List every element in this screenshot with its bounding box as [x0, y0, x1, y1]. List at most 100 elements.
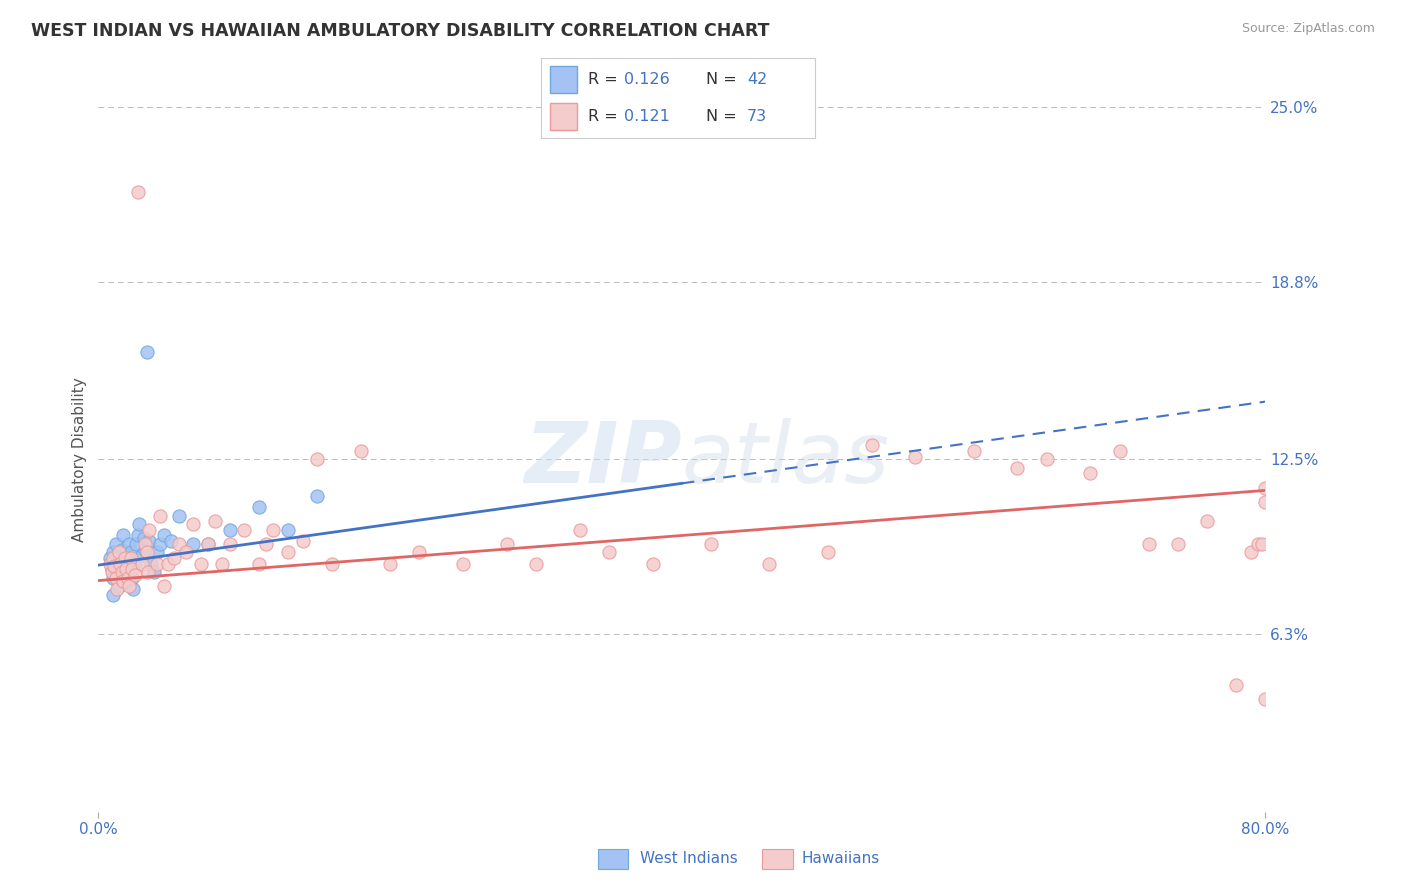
Point: [101, 551, 124, 566]
Point: [167, 508, 190, 523]
Point: [98, 557, 121, 571]
Y-axis label: Ambulatory Disability: Ambulatory Disability: [72, 377, 87, 541]
Text: N =: N =: [706, 72, 742, 87]
Point: [120, 551, 142, 566]
Point: [204, 515, 226, 529]
Point: [134, 542, 156, 557]
Point: [350, 444, 373, 458]
Point: [149, 537, 172, 551]
Point: [117, 571, 139, 585]
Point: [1254, 494, 1277, 508]
FancyBboxPatch shape: [550, 103, 576, 130]
Point: [98, 551, 121, 566]
Point: [117, 562, 139, 576]
Text: ZIP: ZIP: [524, 417, 682, 501]
Point: [190, 557, 212, 571]
Point: [1240, 545, 1263, 559]
Point: [127, 528, 149, 542]
Point: [1195, 515, 1218, 529]
Text: 73: 73: [747, 109, 768, 124]
Point: [110, 557, 132, 571]
Point: [101, 588, 124, 602]
Point: [218, 537, 240, 551]
Point: [233, 523, 256, 537]
Point: [1254, 692, 1277, 706]
Point: [111, 542, 134, 557]
Text: West Indians: West Indians: [640, 851, 738, 865]
Point: [115, 562, 138, 576]
Point: [134, 537, 156, 551]
Text: Source: ZipAtlas.com: Source: ZipAtlas.com: [1241, 22, 1375, 36]
Point: [181, 517, 204, 532]
Point: [262, 523, 284, 537]
Text: 0.126: 0.126: [624, 72, 669, 87]
Point: [817, 545, 839, 559]
Point: [496, 537, 519, 551]
Point: [104, 571, 127, 585]
Point: [108, 545, 131, 559]
Point: [211, 557, 233, 571]
Point: [1080, 467, 1102, 481]
Text: R =: R =: [588, 72, 623, 87]
Point: [117, 551, 139, 566]
Point: [131, 557, 153, 571]
Point: [247, 500, 270, 515]
Point: [181, 537, 204, 551]
Point: [254, 537, 277, 551]
Point: [112, 528, 135, 542]
Point: [124, 557, 146, 571]
Point: [136, 565, 159, 579]
Point: [641, 557, 664, 571]
Point: [1254, 481, 1277, 495]
Point: [380, 557, 402, 571]
Point: [860, 438, 883, 452]
Point: [408, 545, 430, 559]
Point: [110, 557, 132, 571]
Point: [120, 545, 142, 559]
Point: [758, 557, 780, 571]
Point: [247, 557, 270, 571]
Point: [321, 557, 343, 571]
Point: [122, 582, 145, 596]
Text: R =: R =: [588, 109, 623, 124]
Point: [105, 582, 128, 596]
Point: [128, 517, 150, 532]
Point: [121, 571, 143, 585]
Point: [1108, 444, 1130, 458]
Point: [904, 450, 927, 464]
Point: [100, 565, 122, 579]
Point: [153, 579, 176, 593]
FancyBboxPatch shape: [550, 66, 576, 94]
Point: [598, 545, 620, 559]
Point: [135, 545, 157, 559]
Point: [153, 528, 176, 542]
Point: [174, 545, 197, 559]
Point: [146, 557, 169, 571]
Point: [111, 565, 134, 579]
Point: [110, 571, 132, 585]
Text: 0.121: 0.121: [624, 109, 669, 124]
Point: [138, 534, 160, 549]
Point: [118, 579, 141, 593]
Point: [197, 537, 219, 551]
Point: [160, 534, 183, 549]
Point: [1251, 537, 1274, 551]
Text: atlas: atlas: [682, 417, 890, 501]
Point: [139, 557, 162, 571]
Point: [524, 557, 547, 571]
Point: [101, 571, 124, 585]
Point: [115, 574, 138, 588]
Point: [277, 545, 299, 559]
Point: [114, 565, 136, 579]
Point: [1137, 537, 1160, 551]
Point: [163, 551, 186, 566]
Point: [218, 523, 240, 537]
Point: [167, 537, 190, 551]
Point: [1225, 678, 1247, 692]
Point: [1007, 460, 1029, 475]
Point: [135, 345, 157, 359]
Point: [1035, 452, 1057, 467]
Point: [131, 548, 153, 562]
Point: [100, 562, 122, 576]
Point: [105, 551, 128, 566]
